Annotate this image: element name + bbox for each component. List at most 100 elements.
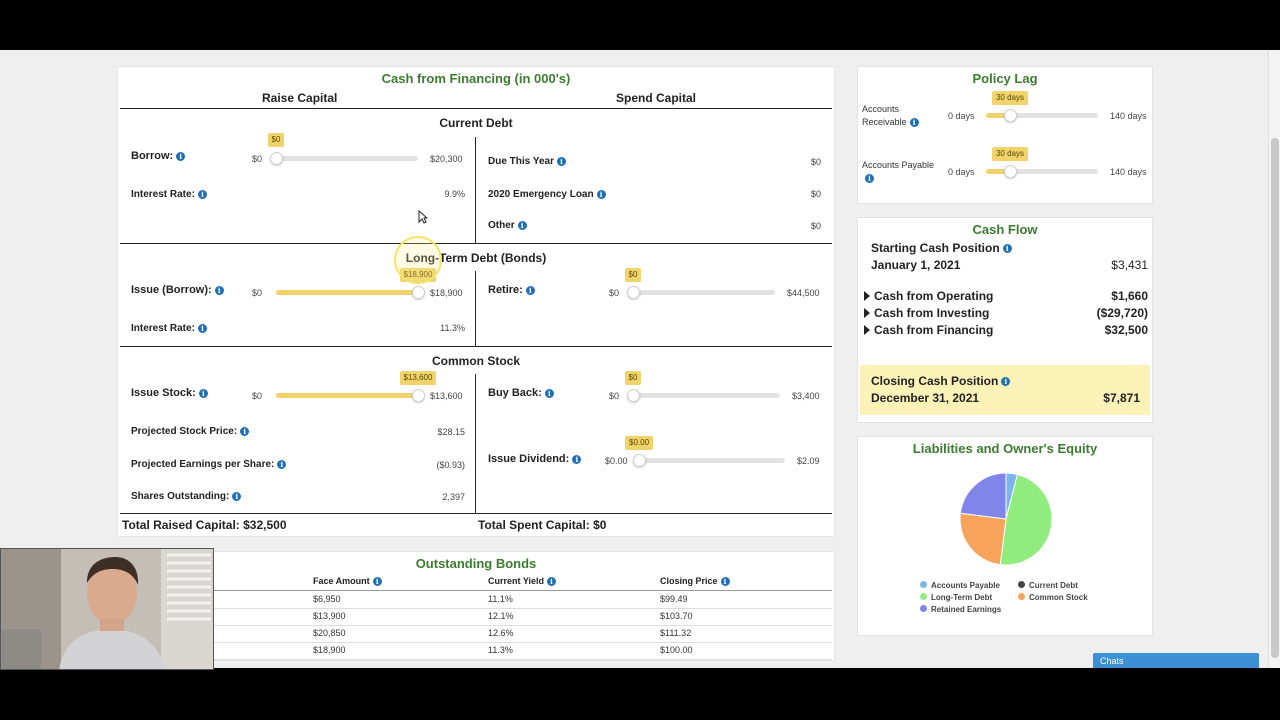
retire-slider[interactable] — [633, 290, 775, 295]
table-cell: 11.3% — [488, 645, 513, 655]
receivable-label-line2: Receivable — [862, 117, 907, 127]
buy-back-min: $0 — [609, 391, 620, 401]
issue-borrow-slider-handle[interactable] — [412, 286, 425, 299]
info-icon[interactable]: i — [525, 285, 535, 295]
cash-operating-value: $1,660 — [1111, 289, 1148, 303]
starting-cash-date: January 1, 2021 — [871, 258, 961, 272]
info-icon[interactable]: i — [197, 323, 207, 333]
table-cell: 12.1% — [488, 611, 514, 621]
info-icon[interactable]: i — [556, 156, 566, 166]
payable-slider[interactable] — [986, 169, 1098, 174]
buy-back-slider[interactable] — [633, 393, 780, 398]
bond-interest-value: 11.3% — [440, 323, 465, 333]
info-icon[interactable]: i — [865, 174, 874, 184]
app-screen: Cash from Financing (in 000's) Raise Cap… — [0, 50, 1280, 668]
borrow-slider[interactable] — [276, 156, 418, 161]
info-icon[interactable]: i — [232, 491, 242, 501]
long-term-debt-divider — [475, 271, 476, 347]
table-cell: $103.70 — [660, 611, 693, 621]
legend-dot-icon — [1018, 593, 1025, 600]
issue-dividend-slider-handle[interactable] — [633, 454, 646, 467]
receivable-slider[interactable] — [986, 113, 1098, 118]
info-icon[interactable]: i — [214, 285, 224, 295]
receivable-label: Accounts Receivable i — [862, 103, 919, 129]
receivable-slider-handle[interactable] — [1003, 109, 1017, 122]
info-icon[interactable]: i — [277, 459, 287, 469]
issue-stock-slider-fill — [276, 393, 418, 398]
retire-label: Retire: i — [488, 284, 535, 296]
payable-value-tooltip: 30 days — [991, 147, 1028, 161]
info-icon[interactable]: i — [1002, 244, 1012, 254]
legend-item[interactable]: Current Debt — [1018, 581, 1078, 590]
borrow-slider-handle[interactable] — [270, 152, 283, 165]
pie-slice[interactable] — [959, 512, 1007, 566]
equity-title: Liabilities and Owner's Equity — [912, 441, 1098, 456]
legend-item[interactable]: Long-Term Debt — [920, 593, 992, 602]
equity-pie-chart — [959, 472, 1053, 566]
bonds-header-yield-text: Current Yield — [488, 576, 545, 586]
borrow-min: $0 — [252, 154, 263, 164]
common-stock-heading: Common Stock — [431, 354, 520, 368]
receivable-slider-fill — [986, 113, 1010, 118]
current-debt-heading: Current Debt — [439, 116, 513, 130]
buy-back-slider-handle[interactable] — [627, 389, 640, 402]
issue-dividend-label-text: Issue Dividend: — [488, 453, 570, 465]
scrollbar-thumb[interactable] — [1271, 138, 1279, 658]
current-interest-value: 9.9% — [444, 189, 465, 199]
borrow-label-text: Borrow: — [131, 150, 174, 162]
issue-stock-max: $13,600 — [430, 391, 463, 401]
payable-slider-handle[interactable] — [1003, 165, 1017, 178]
info-icon[interactable]: i — [572, 454, 582, 464]
info-icon[interactable]: i — [240, 426, 250, 436]
long-term-debt-heading: Long-Term Debt (Bonds) — [405, 251, 547, 265]
pie-slice[interactable] — [959, 472, 1007, 520]
info-icon[interactable]: i — [372, 577, 382, 587]
issue-borrow-min: $0 — [252, 288, 263, 298]
info-icon[interactable]: i — [176, 151, 186, 161]
financing-title: Cash from Financing (in 000's) — [381, 71, 571, 86]
bond-interest-label-text: Interest Rate: — [131, 323, 195, 334]
issue-stock-label: Issue Stock: i — [131, 387, 208, 399]
cash-investing-row[interactable]: Cash from Investing — [864, 306, 989, 320]
projected-eps-value: ($0.93) — [436, 460, 465, 470]
shares-outstanding-label-text: Shares Outstanding: — [131, 491, 230, 502]
cash-operating-label: Cash from Operating — [874, 289, 994, 303]
cash-financing-row[interactable]: Cash from Financing — [864, 323, 993, 337]
payable-label: Accounts Payable i — [862, 159, 942, 185]
shares-outstanding-label: Shares Outstanding: i — [131, 491, 242, 502]
table-cell: $100.00 — [660, 645, 693, 655]
cash-operating-row[interactable]: Cash from Operating — [864, 289, 993, 303]
issue-dividend-min: $0.00 — [605, 456, 628, 466]
retire-max: $44,500 — [787, 288, 820, 298]
legend-item[interactable]: Retained Earnings — [920, 605, 1001, 614]
issue-stock-slider[interactable] — [276, 393, 418, 398]
other-debt-label-text: Other — [488, 220, 515, 231]
retire-label-text: Retire: — [488, 284, 523, 296]
table-row-divider — [120, 642, 832, 643]
page-scrollbar[interactable] — [1268, 50, 1280, 668]
issue-stock-label-text: Issue Stock: — [131, 387, 196, 399]
legend-item[interactable]: Accounts Payable — [920, 581, 1000, 590]
table-cell: $6,950 — [313, 594, 341, 604]
info-icon[interactable]: i — [544, 388, 554, 398]
issue-borrow-label-text: Issue (Borrow): — [131, 284, 212, 296]
legend-item[interactable]: Common Stock — [1018, 593, 1088, 602]
retire-slider-handle[interactable] — [627, 286, 640, 299]
info-icon[interactable]: i — [517, 220, 527, 230]
issue-stock-slider-handle[interactable] — [412, 389, 425, 402]
issue-stock-value-tooltip: $13,600 — [399, 371, 437, 385]
info-icon[interactable]: i — [909, 118, 919, 128]
info-icon[interactable]: i — [547, 577, 557, 587]
triangle-right-icon — [864, 291, 870, 301]
info-icon[interactable]: i — [1001, 377, 1011, 387]
info-icon[interactable]: i — [720, 577, 730, 587]
buy-back-value-tooltip: $0 — [624, 371, 642, 385]
info-icon[interactable]: i — [198, 388, 208, 398]
starting-cash-label-text: Starting Cash Position — [871, 241, 1000, 255]
chats-button[interactable]: Chats — [1093, 653, 1259, 668]
pie-slice[interactable] — [999, 473, 1053, 566]
info-icon[interactable]: i — [596, 189, 606, 199]
issue-borrow-slider[interactable] — [276, 290, 418, 295]
info-icon[interactable]: i — [197, 189, 207, 199]
issue-dividend-slider[interactable] — [639, 458, 785, 463]
